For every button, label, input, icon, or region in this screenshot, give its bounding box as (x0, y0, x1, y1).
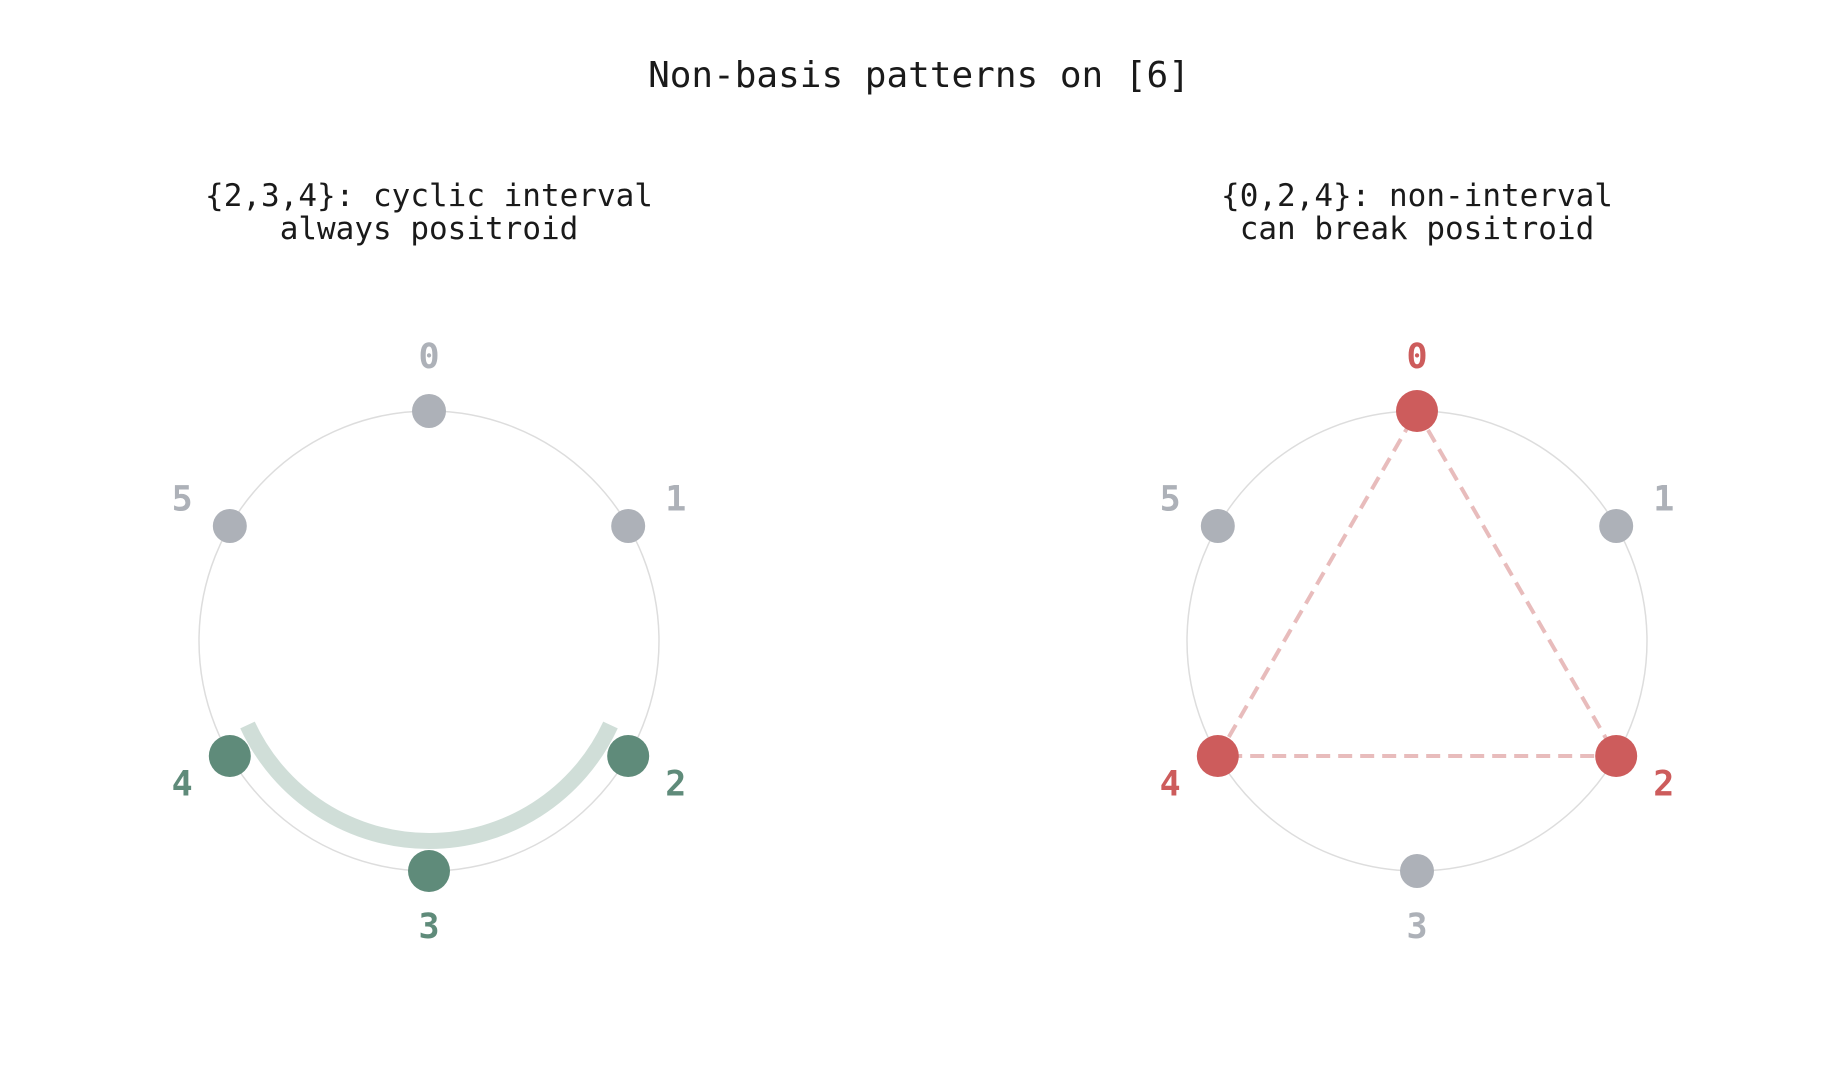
panel-left: {2,3,4}: cyclic interval always positroi… (172, 178, 687, 947)
vertex-3 (408, 850, 450, 892)
interval-arc (240, 721, 618, 849)
vertex-label-0: 0 (1406, 337, 1427, 377)
panel-right: {0,2,4}: non-interval can break positroi… (1160, 178, 1675, 947)
vertex-4 (208, 735, 251, 777)
vertex-label-4: 4 (172, 765, 193, 805)
vertex-label-5: 5 (172, 480, 193, 520)
vertex-3 (1400, 854, 1434, 888)
vertex-0 (412, 394, 446, 428)
vertex-label-1: 1 (665, 480, 686, 520)
panel-left-diagram: 0 1 2 3 4 5 (172, 337, 687, 947)
vertex-1 (611, 509, 646, 543)
vertex-label-2: 2 (1653, 765, 1674, 805)
figure-title: Non-basis patterns on [6] (648, 55, 1190, 96)
vertex-label-5: 5 (1160, 480, 1181, 520)
triangle-edge (1415, 410, 1618, 757)
vertex-label-2: 2 (665, 765, 686, 805)
vertex-1 (1599, 509, 1634, 543)
ring-circle (198, 410, 660, 872)
vertex-label-1: 1 (1653, 480, 1674, 520)
panel-left-title-line1: {2,3,4}: cyclic interval (205, 178, 653, 214)
panel-left-title-line2: always positroid (280, 211, 579, 247)
triangle-edge (1216, 410, 1419, 757)
vertex-5 (212, 509, 247, 543)
ring-circle (1186, 410, 1648, 872)
vertex-label-0: 0 (418, 337, 439, 377)
panel-right-diagram: 0 1 2 3 4 5 (1160, 337, 1675, 947)
panel-right-title-line1: {0,2,4}: non-interval (1221, 178, 1613, 214)
vertex-5 (1200, 509, 1235, 543)
vertex-label-3: 3 (1406, 907, 1427, 947)
vertex-2 (1595, 735, 1638, 777)
vertex-0 (1396, 390, 1438, 432)
vertex-label-3: 3 (418, 907, 439, 947)
vertex-2 (607, 735, 650, 777)
vertex-label-4: 4 (1160, 765, 1181, 805)
panel-right-title-line2: can break positroid (1240, 211, 1595, 247)
vertex-4 (1196, 735, 1239, 777)
